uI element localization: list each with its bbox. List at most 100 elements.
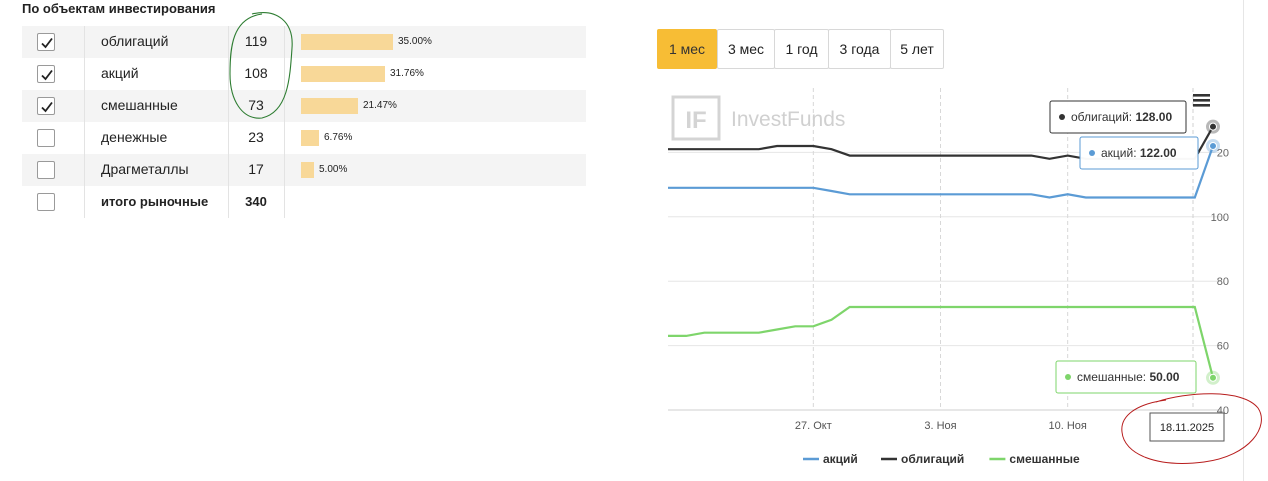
- tooltip-value: 128.00: [1135, 110, 1172, 124]
- column-divider: [284, 90, 285, 122]
- investment-table: облигаций 119 35.00% акций 108 31.76% смешанны…: [22, 26, 586, 218]
- checkbox-1[interactable]: [37, 65, 55, 83]
- tooltip-label: смешанные:: [1077, 370, 1149, 384]
- checkbox-0[interactable]: [37, 33, 55, 51]
- column-divider: [284, 154, 285, 186]
- row-count: 108: [244, 65, 268, 81]
- date-tooltip-text: 18.11.2025: [1160, 422, 1214, 434]
- tooltip-1: акций: 122.00: [1079, 136, 1199, 170]
- y-tick-label: 60: [1217, 341, 1229, 353]
- row-label: смешанные: [101, 97, 178, 113]
- date-tooltip: 18.11.2025: [1149, 412, 1225, 442]
- period-button-3[interactable]: 3 года: [828, 29, 891, 69]
- share-percent: 6.76%: [324, 132, 353, 143]
- column-divider: [84, 58, 85, 90]
- y-tick-label: 100: [1211, 212, 1229, 224]
- share-percent: 5.00%: [319, 164, 348, 175]
- x-tick-label: 3. Ноя: [924, 420, 956, 432]
- column-divider: [228, 90, 229, 122]
- row-count: 23: [248, 129, 264, 145]
- column-divider: [228, 26, 229, 58]
- tooltip-box: [1055, 360, 1197, 394]
- period-button-2[interactable]: 1 год: [774, 29, 829, 69]
- share-bar: [301, 34, 393, 50]
- series-marker: [1209, 122, 1217, 131]
- series-marker: [1209, 373, 1217, 382]
- share-bar: [301, 130, 319, 146]
- row-count: 340: [245, 194, 267, 209]
- panel-divider: [1243, 0, 1244, 481]
- table-row: итого рыночные 340: [22, 186, 586, 218]
- legend-label: акций: [823, 452, 858, 466]
- checkbox-5[interactable]: [37, 193, 55, 211]
- legend-label: облигаций: [901, 452, 964, 466]
- tooltip-text: облигаций: 128.00: [1071, 110, 1172, 124]
- menu-icon-bar: [1193, 99, 1210, 102]
- period-button-0[interactable]: 1 мес: [657, 29, 717, 69]
- row-count: 73: [248, 97, 264, 113]
- column-divider: [228, 58, 229, 90]
- column-divider: [84, 122, 85, 154]
- y-tick-label: 80: [1217, 276, 1229, 288]
- watermark-logo: IF InvestFunds: [671, 95, 845, 141]
- y-tick-label: 20: [1217, 147, 1229, 159]
- share-bar: [301, 162, 314, 178]
- checkbox-4[interactable]: [37, 161, 55, 179]
- tooltip-text: акций: 122.00: [1101, 146, 1177, 160]
- row-label: акций: [101, 65, 139, 81]
- watermark-text: InvestFunds: [731, 108, 845, 131]
- x-tick-label: 10. Ноя: [1048, 420, 1086, 432]
- hamburger-menu-icon[interactable]: [1193, 94, 1210, 107]
- tooltip-0: облигаций: 128.00: [1049, 100, 1187, 134]
- checkmark-icon: [41, 37, 53, 49]
- share-bar: [301, 98, 358, 114]
- menu-icon-bar: [1193, 104, 1210, 107]
- row-label: Драгметаллы: [101, 161, 189, 177]
- row-label: облигаций: [101, 33, 169, 49]
- table-row: акций 108 31.76%: [22, 58, 586, 90]
- tooltip-2: смешанные: 50.00: [1055, 360, 1197, 394]
- column-divider: [228, 186, 229, 218]
- column-divider: [228, 154, 229, 186]
- column-divider: [284, 26, 285, 58]
- tooltip-text: смешанные: 50.00: [1077, 370, 1180, 384]
- watermark-logo-text: IF: [685, 107, 706, 134]
- column-divider: [84, 26, 85, 58]
- period-button-1[interactable]: 3 мес: [717, 29, 775, 69]
- table-row: смешанные 73 21.47%: [22, 90, 586, 122]
- tooltip-value: 50.00: [1149, 370, 1179, 384]
- tooltip-label: акций:: [1101, 146, 1140, 160]
- table-row: Драгметаллы 17 5.00%: [22, 154, 586, 186]
- row-count: 17: [248, 161, 264, 177]
- column-divider: [284, 186, 285, 218]
- legend-label: смешанные: [1009, 452, 1080, 466]
- column-divider: [84, 154, 85, 186]
- share-bar: [301, 66, 385, 82]
- chart-legend: акций облигаций смешанные: [803, 452, 1080, 466]
- column-divider: [84, 186, 85, 218]
- table-row: денежные 23 6.76%: [22, 122, 586, 154]
- tooltip-dot: [1089, 150, 1095, 156]
- column-divider: [284, 58, 285, 90]
- menu-icon-bar: [1193, 94, 1210, 97]
- row-label: итого рыночные: [101, 194, 209, 209]
- legend-item[interactable]: смешанные: [989, 452, 1080, 466]
- series-line-0: [668, 145, 1215, 199]
- share-percent: 21.47%: [363, 100, 397, 111]
- checkbox-2[interactable]: [37, 97, 55, 115]
- tooltip-dot: [1065, 374, 1071, 380]
- period-button-4[interactable]: 5 лет: [890, 29, 944, 69]
- legend-item[interactable]: облигаций: [881, 452, 964, 466]
- watermark-logo-box: [671, 95, 721, 141]
- share-percent: 31.76%: [390, 68, 424, 79]
- section-title: По объектам инвестирования: [22, 1, 216, 16]
- checkbox-3[interactable]: [37, 129, 55, 147]
- legend-item[interactable]: акций: [803, 452, 858, 466]
- x-tick-label: 27. Окт: [795, 420, 832, 432]
- row-label: денежные: [101, 129, 168, 145]
- tooltip-label: облигаций:: [1071, 110, 1135, 124]
- tooltip-box: [1079, 136, 1199, 170]
- series-line-2: [668, 305, 1215, 379]
